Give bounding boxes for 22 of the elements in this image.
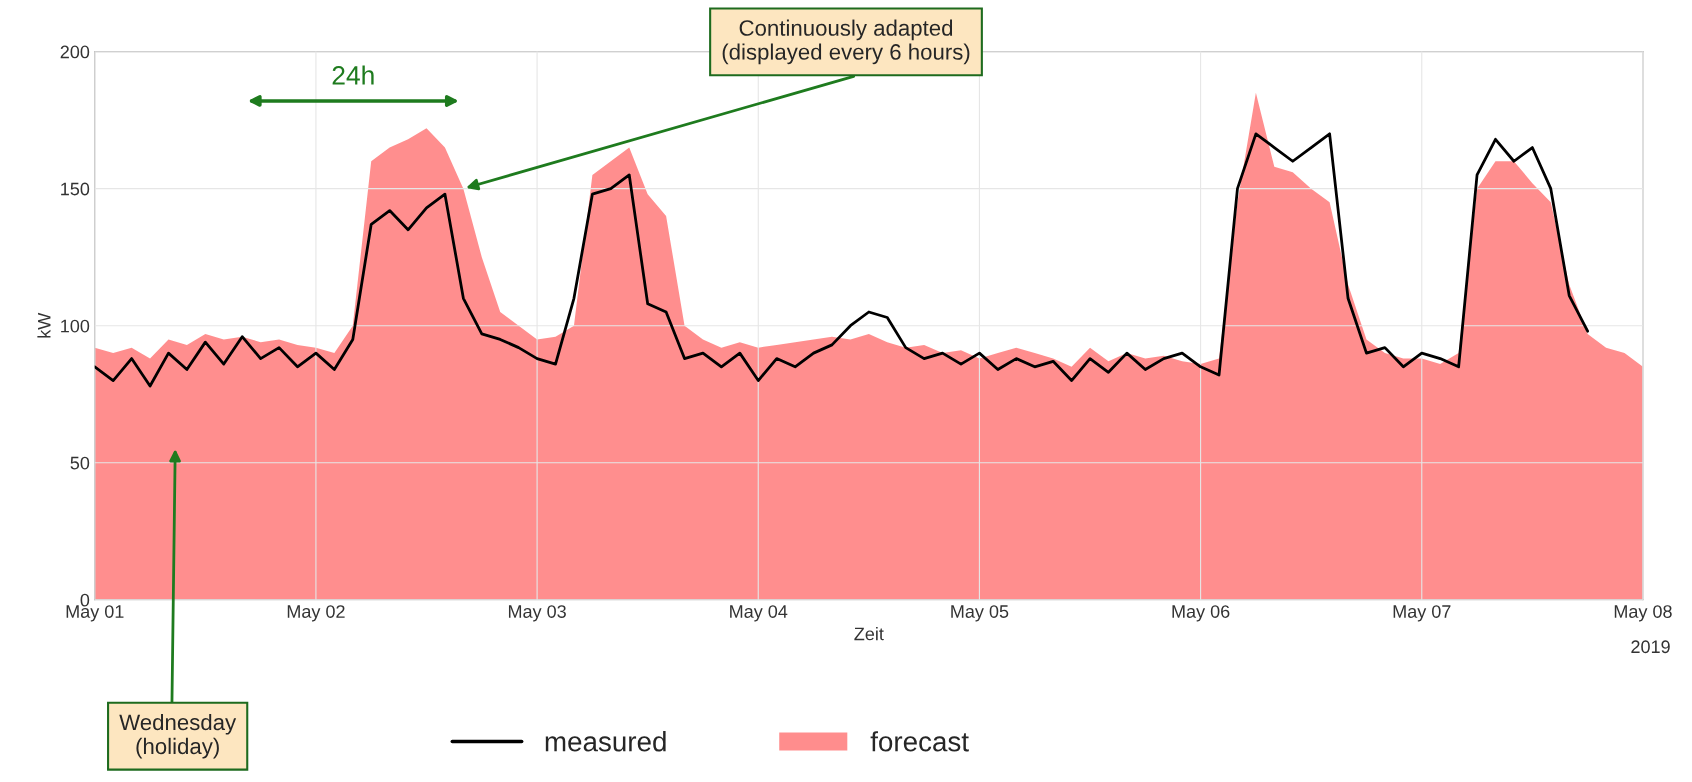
y-tick-label: 0 — [80, 593, 90, 607]
x-axis-title: Zeit — [854, 627, 884, 641]
x-tick-label: May 08 — [1614, 605, 1672, 622]
x-tick-label: May 03 — [508, 605, 566, 622]
y-tick-label: 200 — [60, 45, 90, 59]
y-tick-label: 100 — [61, 319, 90, 333]
line-series — [94, 132, 1590, 388]
x-tick-label: May 01 — [66, 605, 124, 622]
annotation: Continuously adapted (displayed every 6 hours) — [722, 19, 970, 65]
x-tick-label: May 07 — [1393, 605, 1451, 622]
x-tick-label: May 05 — [951, 605, 1009, 622]
x-tick-label: May 02 — [287, 605, 345, 622]
text: Wednesday (holiday) — [119, 713, 237, 759]
y-tick-label: 50 — [70, 456, 90, 470]
legend-label: forecast — [870, 731, 969, 752]
y-axis-title: kW — [37, 312, 51, 338]
x-tick-label: May 04 — [730, 605, 788, 622]
annotation: 24h — [332, 65, 374, 85]
y-tick-label: 150 — [61, 182, 90, 196]
legend-label: measured — [545, 731, 666, 752]
text: 2019 — [1631, 640, 1670, 654]
x-tick-label: May 06 — [1172, 605, 1230, 622]
